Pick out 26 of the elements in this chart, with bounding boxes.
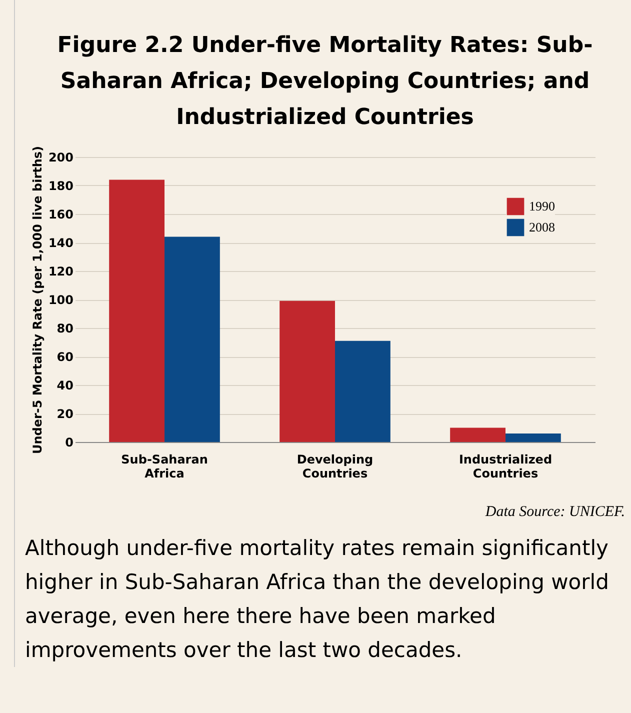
- y-tick-label: 0: [65, 436, 74, 450]
- legend-label: 2008: [529, 220, 555, 234]
- x-tick-label: Developing Countries: [296, 452, 374, 480]
- y-tick-label: 160: [48, 208, 74, 222]
- bar: [280, 300, 335, 442]
- y-tick-label: 180: [48, 179, 74, 193]
- source-note: Data Source: UNICEF.: [484, 504, 625, 521]
- bar: [109, 180, 165, 442]
- y-axis-title: Under-5 Mortality Rate (per 1,000 live births): [30, 146, 44, 454]
- y-tick-label: 80: [56, 322, 74, 336]
- y-tick-label: 120: [48, 264, 74, 278]
- bar: [505, 433, 561, 442]
- x-tick-label: Industrialized Countries: [458, 452, 552, 480]
- x-tick-label: Sub-Saharan Africa: [121, 452, 208, 480]
- y-tick-label: 60: [56, 350, 74, 364]
- text: Although under-five mortality rates remain significantly higher in Sub-Saharan Africa than the developing world average, even here there have been marked improvements over the last two decades.: [25, 535, 610, 664]
- bar: [450, 428, 506, 442]
- y-tick-label: 200: [48, 150, 74, 164]
- y-tick-label: 140: [48, 236, 74, 250]
- bar: [164, 236, 220, 442]
- bar: [335, 340, 390, 442]
- y-tick-label: 40: [56, 378, 74, 392]
- legend-label: 1990: [529, 198, 555, 214]
- y-tick-label: 20: [56, 407, 74, 421]
- chart-title: Figure 2.2 Under-five Mortality Rates: Sub-Saharan Africa; Developing Countries; and Industrialized Countries: [56, 32, 594, 132]
- y-tick-label: 100: [48, 293, 74, 307]
